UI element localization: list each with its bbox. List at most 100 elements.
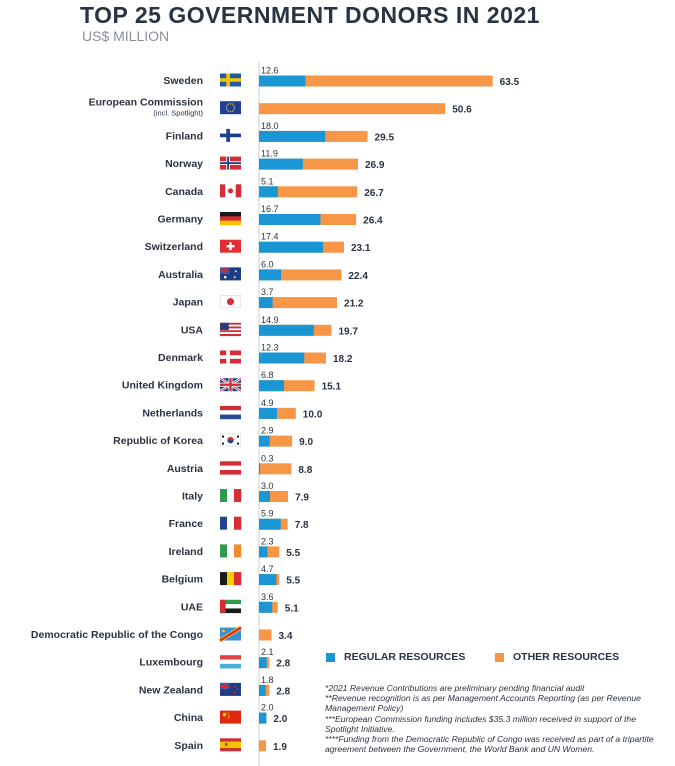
country-label: France (169, 518, 204, 530)
total-value-label: 63.5 (500, 77, 520, 88)
donor-row: New Zealand 1.82.8 (139, 675, 291, 698)
footnotes: *2021 Revenue Contributions are prelimin… (325, 683, 670, 754)
donor-row: Belgium 4.7 5.5 (162, 564, 301, 587)
flag-part (222, 442, 224, 445)
flag-part (220, 355, 241, 359)
belgium-flag-icon (220, 572, 242, 586)
bar-other-resources (259, 435, 293, 447)
bar-other-resources (259, 158, 358, 170)
bar-regular-resources (259, 186, 278, 198)
donor-row: Japan 3.7 21.2 (173, 287, 364, 310)
total-value-label: 19.7 (338, 326, 358, 337)
donor-row: Ireland 2.3 5.5 (169, 536, 301, 559)
country-label: European Commission (89, 97, 203, 109)
flag-part (220, 322, 229, 330)
bar-other-resources (259, 103, 446, 115)
bar-regular-resources (259, 435, 270, 447)
regular-value-label: 2.0 (261, 703, 274, 713)
country-label: UAE (181, 601, 203, 613)
country-label: Democratic Republic of the Congo (31, 629, 203, 641)
flag-part (220, 133, 241, 138)
flag-part (220, 216, 241, 221)
total-value-label: 7.9 (295, 493, 309, 504)
flag-part (234, 572, 242, 586)
flag-part (227, 103, 230, 105)
country-label: Netherlands (142, 407, 203, 419)
flag-part (220, 405, 241, 411)
total-value-label: 18.2 (333, 354, 353, 365)
flag-part (220, 101, 241, 115)
regular-value-label: 0.3 (261, 453, 274, 463)
country-label: Canada (165, 186, 203, 198)
flag-part (229, 111, 232, 113)
flag-part (219, 626, 242, 642)
legend-other-swatch (495, 652, 504, 662)
flag-part (234, 544, 242, 558)
australia-flag-icon (220, 267, 241, 281)
country-label: Luxembourg (139, 657, 203, 669)
flag-part (234, 685, 237, 688)
bar-regular-resources (259, 518, 281, 530)
uk-flag-icon (219, 377, 242, 393)
bar-regular-resources (259, 75, 306, 87)
flag-part (222, 435, 224, 438)
netherlands-flag-icon (220, 405, 241, 420)
bar-regular-resources (259, 601, 273, 613)
footnote: *2021 Revenue Contributions are prelimin… (325, 683, 585, 693)
country-label: Ireland (169, 546, 203, 558)
luxembourg-flag-icon (220, 655, 241, 669)
bar-regular-resources (259, 324, 314, 336)
flag-part (223, 275, 227, 279)
bar-other-resources (259, 407, 296, 419)
flag-part (234, 516, 242, 530)
bar-regular-resources (259, 269, 282, 281)
total-value-label: 50.6 (452, 105, 472, 116)
bar-other-resources (259, 380, 315, 392)
flag-part (222, 712, 227, 717)
footnote: **Revenue recognition is as per Manageme… (325, 693, 641, 714)
bar-regular-resources (259, 407, 278, 419)
bar-regular-resources (259, 712, 267, 724)
flag-part (227, 572, 235, 586)
regular-value-label: 16.7 (261, 204, 279, 214)
donor-row: France 5.9 7.8 (169, 509, 309, 532)
regular-value-label: 17.4 (261, 232, 279, 242)
flag-part (227, 440, 234, 444)
donor-row: Switzerland 17.4 23.1 (145, 232, 371, 255)
flag-part (220, 328, 241, 331)
bar-other-resources (259, 269, 342, 281)
flag-part (231, 103, 234, 105)
donor-row: Austria 0.3 8.8 (167, 453, 313, 476)
regular-value-label: 2.9 (261, 426, 274, 436)
regular-value-label: 3.0 (261, 481, 274, 491)
flag-part (227, 110, 230, 112)
flag-part (237, 442, 239, 445)
country-label: United Kingdom (122, 380, 203, 392)
norway-flag-icon (220, 156, 241, 170)
flag-part (220, 330, 241, 333)
legend-regular-swatch (326, 652, 335, 662)
regular-value-label: 1.8 (261, 675, 274, 685)
korea-flag-icon (220, 433, 241, 447)
total-value-label: 26.7 (364, 188, 384, 199)
donor-row: Italy 3.0 7.9 (182, 481, 309, 504)
flag-part (220, 599, 241, 605)
eu-flag-icon (220, 101, 241, 115)
flag-part (220, 220, 241, 226)
flag-part (220, 572, 228, 586)
flag-part (220, 162, 241, 165)
flag-part (220, 599, 226, 613)
flag-part (227, 544, 235, 558)
regular-value-label: 12.6 (261, 66, 279, 76)
new-zealand-flag-icon (220, 682, 241, 696)
donor-row: Canada 5.1 26.7 (165, 176, 384, 199)
flag-part (225, 742, 228, 746)
donor-row: Republic of Korea 2.9 9.0 (113, 426, 313, 449)
flag-part (220, 659, 241, 665)
flag-part (220, 184, 226, 198)
flag-part (230, 184, 237, 198)
regular-value-label: 12.3 (261, 343, 279, 353)
china-flag-icon (220, 710, 241, 724)
bar-other-resources (259, 297, 338, 309)
regular-value-label: 5.9 (261, 509, 274, 519)
